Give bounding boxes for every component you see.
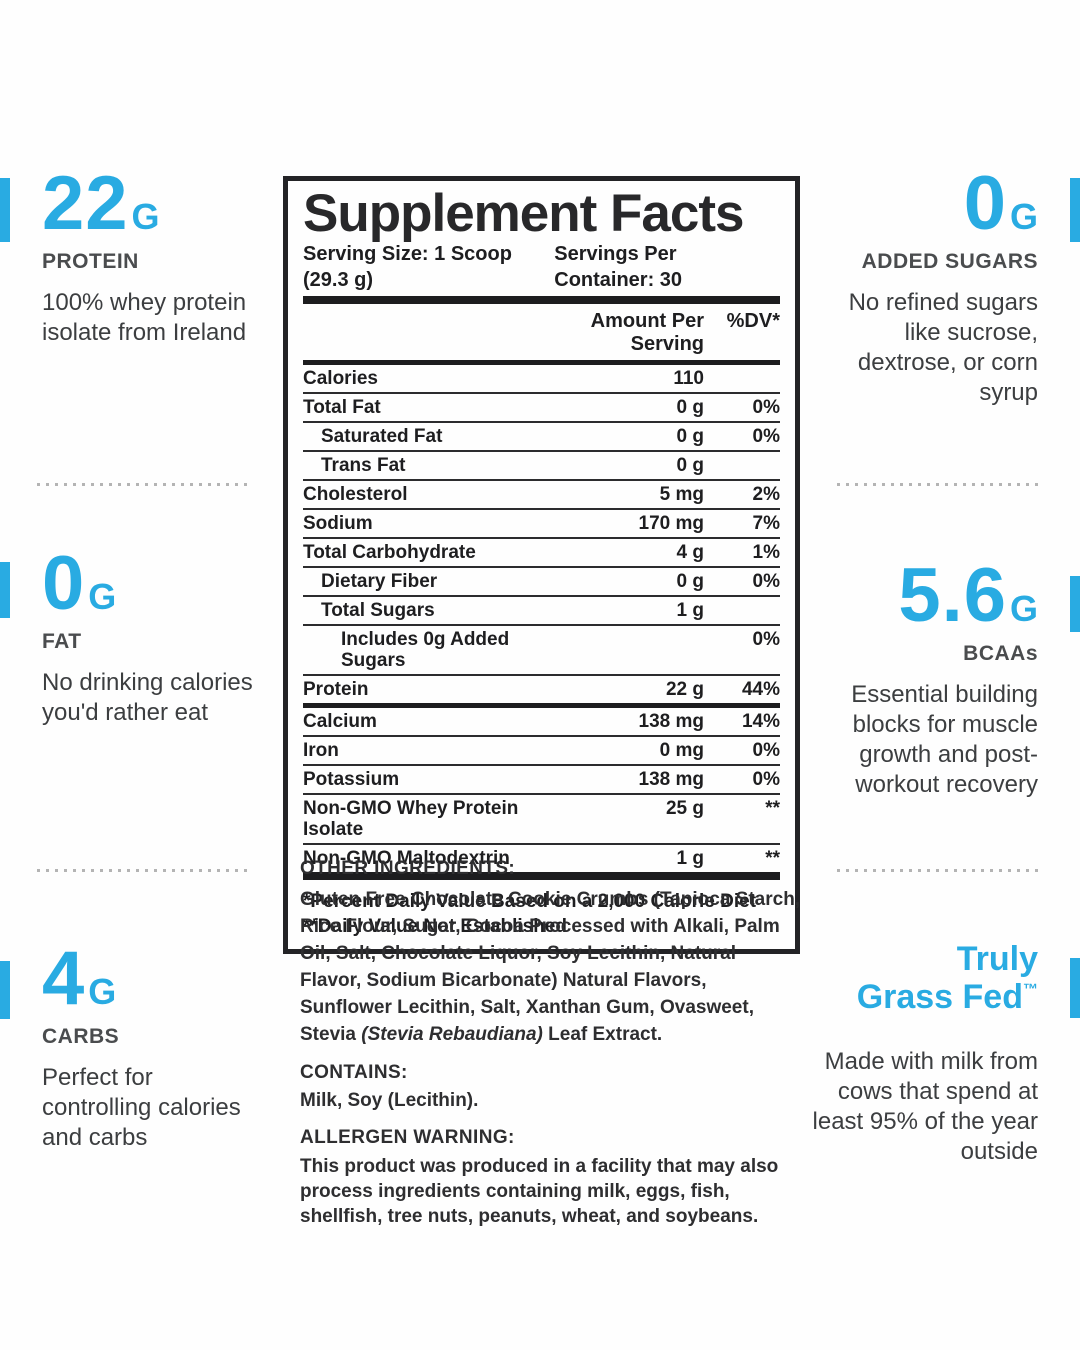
fat-grams: 0 G <box>42 546 264 622</box>
table-row-maltodextrin: Non-GMO Maltodextrin 1 g ** <box>303 843 780 872</box>
table-row-dietary-fiber: Dietary Fiber 0 g 0% <box>303 566 780 595</box>
dotted-divider <box>37 483 247 486</box>
footnotes: *Percent Daily Value Based on a 2,000 Ca… <box>303 880 780 939</box>
added-sugars-grams: 0 G <box>806 166 1038 242</box>
grass-fed-line1: Truly <box>956 940 1038 978</box>
divider-bar <box>303 296 780 304</box>
contains-heading: CONTAINS: <box>300 1062 408 1083</box>
stat-description: Made with milk from cows that spend at l… <box>812 1048 1038 1165</box>
allergen-warning-heading: ALLERGEN WARNING: <box>300 1127 515 1148</box>
bcaa-grams: 5.6 G <box>806 558 1038 634</box>
table-row-whey-protein-isolate: Non-GMO Whey Protein Isolate 25 g ** <box>303 793 780 843</box>
accent-bar <box>1070 576 1080 632</box>
table-row-total-fat: Total Fat 0 g 0% <box>303 392 780 421</box>
dotted-divider <box>37 869 247 872</box>
protein-grams: 22 G <box>42 166 264 242</box>
accent-bar <box>1070 958 1080 1018</box>
table-row-iron: Iron 0 mg 0% <box>303 735 780 764</box>
dotted-divider <box>837 869 1040 872</box>
stat-description: 100% whey protein isolate from Ireland <box>42 289 247 346</box>
stat-unit: G <box>1009 196 1038 237</box>
stat-description: Perfect for controlling calories and car… <box>42 1064 241 1151</box>
accent-bar <box>0 178 10 242</box>
stat-label: FAT <box>42 630 82 653</box>
grass-fed-line2: Grass Fed™ <box>806 978 1038 1023</box>
stat-unit: G <box>1009 588 1038 629</box>
serving-info: Serving Size: 1 Scoop (29.3 g) Servings … <box>303 241 780 293</box>
table-row-total-carbohydrate: Total Carbohydrate 4 g 1% <box>303 537 780 566</box>
table-row-calcium: Calcium 138 mg 14% <box>303 711 780 732</box>
stat-added-sugars: 0 G ADDED SUGARS No refined sugars like … <box>806 166 1038 408</box>
dotted-divider <box>837 483 1040 486</box>
supplement-facts-panel: Supplement Facts Serving Size: 1 Scoop (… <box>283 176 800 954</box>
footnote-percent-dv: *Percent Daily Value Based on a 2,000 Ca… <box>303 891 757 912</box>
footnote-dv-not-established: **Daily Value Not Established <box>303 916 567 937</box>
carbs-grams: 4 G <box>42 941 264 1017</box>
stat-label: CARBS <box>42 1025 120 1048</box>
stat-value: 5.6 <box>898 553 1007 638</box>
stat-unit: G <box>88 971 117 1012</box>
table-row-trans-fat: Trans Fat 0 g <box>303 450 780 479</box>
stat-value: 4 <box>42 936 86 1021</box>
accent-bar <box>0 562 10 618</box>
allergen-warning-text: This product was produced in a facility … <box>300 1156 779 1227</box>
col-percent-dv: %DV* <box>726 310 780 332</box>
servings-per-container: Servings Per Container: 30 <box>554 243 683 291</box>
table-row-added-sugars: Includes 0g Added Sugars 0% <box>303 624 780 674</box>
serving-size: Serving Size: 1 Scoop (29.3 g) <box>303 243 512 291</box>
stat-description: No refined sugars like sucrose, dextrose… <box>848 289 1038 406</box>
stat-bcaas: 5.6 G BCAAs Essential building blocks fo… <box>806 558 1038 800</box>
accent-bar <box>1070 178 1080 242</box>
ingredients-section: OTHER INGREDIENTS: Gluten Free Chocolate… <box>300 858 802 1229</box>
table-row-cholesterol: Cholesterol 5 mg 2% <box>303 479 780 508</box>
stat-unit: G <box>131 196 160 237</box>
stat-value: 0 <box>963 161 1007 246</box>
trademark-symbol: ™ <box>1023 981 1038 998</box>
table-row-calories: Calories 110 <box>303 368 704 389</box>
stat-label: ADDED SUGARS <box>861 250 1038 273</box>
stat-unit: G <box>88 576 117 617</box>
stat-value: 0 <box>42 541 86 626</box>
table-row-potassium: Potassium 138 mg 0% <box>303 764 780 793</box>
stat-carbs: 4 G CARBS Perfect for controlling calori… <box>42 941 264 1153</box>
divider-bar <box>303 872 780 880</box>
accent-bar <box>0 961 10 1019</box>
table-row-saturated-fat: Saturated Fat 0 g 0% <box>303 421 780 450</box>
stat-fat: 0 G FAT No drinking calories you'd rathe… <box>42 546 264 728</box>
grass-fed-line2-text: Grass Fed <box>856 978 1023 1016</box>
stat-description: Essential building blocks for muscle gro… <box>851 681 1038 798</box>
stat-label: PROTEIN <box>42 250 139 273</box>
panel-title: Supplement Facts <box>303 184 744 243</box>
stat-protein: 22 G PROTEIN 100% whey protein isolate f… <box>42 166 264 348</box>
stat-value: 22 <box>42 161 129 246</box>
contains-text: Milk, Soy (Lecithin). <box>300 1090 479 1111</box>
other-ingredients-text: Gluten Free Chocolate Cookie Crumbs (Tap… <box>300 889 801 1045</box>
stat-grass-fed: Truly Grass Fed™ Made with milk from cow… <box>806 940 1038 1167</box>
col-amount-per-serving: Amount Per Serving <box>590 310 704 355</box>
other-ingredients-heading: OTHER INGREDIENTS: <box>300 858 516 879</box>
column-headers: Amount Per Serving %DV* <box>303 304 780 365</box>
table-row-protein: Protein 22 g 44% <box>303 674 780 708</box>
latin-name: (Stevia Rebaudiana) <box>361 1024 543 1045</box>
table-row-total-sugars: Total Sugars 1 g <box>303 595 780 624</box>
stat-description: No drinking calories you'd rather eat <box>42 669 253 726</box>
table-row-sodium: Sodium 170 mg 7% <box>303 508 780 537</box>
stat-label: BCAAs <box>963 642 1038 665</box>
